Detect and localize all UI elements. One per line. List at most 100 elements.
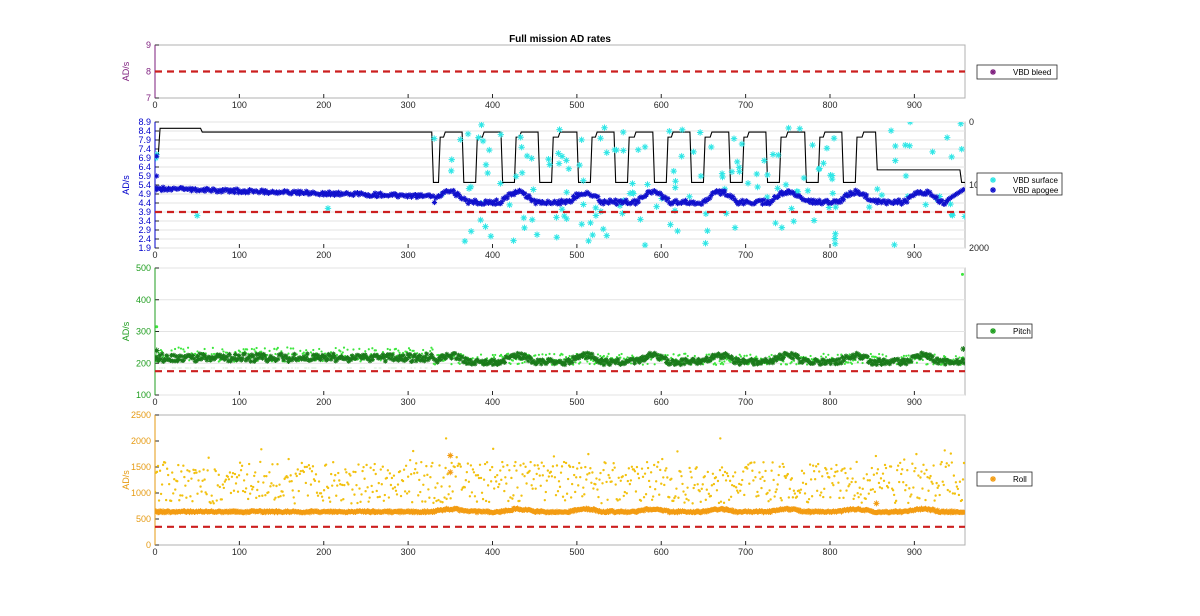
y-tick-label: 2.4 [138,234,151,244]
legend-label: VBD apogee [1013,186,1059,195]
legend-marker-icon [990,328,996,334]
legend-label: Roll [1013,475,1027,484]
x-tick-label: 500 [569,547,584,557]
x-tick-label: 200 [316,250,331,260]
x-tick-label: 700 [738,397,753,407]
right-axis-tick-label: 2000 [969,243,989,253]
y-tick-label: 1500 [131,462,151,472]
right-axis-tick-label: 0 [969,117,974,127]
x-tick-label: 500 [569,100,584,110]
x-tick-label: 100 [232,547,247,557]
figure-title: Full mission AD rates [509,34,611,45]
x-tick-label: 300 [401,100,416,110]
y-tick-label: 4.9 [138,189,151,199]
pitch-light-dots [158,367,433,370]
x-tick-label: 300 [401,250,416,260]
x-tick-label: 400 [485,100,500,110]
legend-marker-icon [990,476,996,482]
plots-group: 0 100 200 300 400 500 600 700 800 900 7 8 9 AD/s 0 100 2… [121,40,989,557]
x-tick-label: 200 [316,100,331,110]
x-tick-label: 600 [654,250,669,260]
legend-marker-icon [990,187,996,193]
x-tick-label: 600 [654,397,669,407]
x-tick-label: 0 [152,250,157,260]
legend-marker-icon [990,69,996,75]
y-axis-label: AD/s [121,61,131,81]
legend-label: VBD surface [1013,176,1058,185]
y-tick-label: 6.4 [138,162,151,172]
x-tick-label: 600 [654,547,669,557]
y-tick-label: 2000 [131,436,151,446]
legend-label: VBD bleed [1013,68,1051,77]
x-tick-label: 400 [485,250,500,260]
x-tick-label: 300 [401,397,416,407]
x-tick-label: 200 [316,397,331,407]
subplot-4: 0 100 200 300 400 500 600 700 800 900 0 500 1000 1500… [121,410,966,557]
y-tick-label: 2.9 [138,225,151,235]
x-tick-label: 400 [485,397,500,407]
vbd-apogee-series [155,153,965,207]
x-tick-label: 0 [152,547,157,557]
legend-box [976,64,1058,80]
x-tick-label: 700 [738,547,753,557]
y-tick-label: 9 [146,40,151,50]
subplot-1: 0 100 200 300 400 500 600 700 800 900 7 8 9 AD/s [121,40,966,110]
legend-box [976,471,1033,487]
y-tick-label: 7.9 [138,135,151,145]
x-tick-label: 500 [569,397,584,407]
subplot-3: 0 100 200 300 400 500 600 700 800 900100200300400… [121,263,966,407]
y-tick-label: 7.4 [138,144,151,154]
vbd-surface-series [155,122,965,248]
y-tick-label: 200 [136,358,151,368]
y-tick-label: 6.9 [138,153,151,163]
x-tick-label: 300 [401,547,416,557]
x-tick-label: 800 [822,100,837,110]
data-layer [155,122,965,248]
y-tick-label: 5.4 [138,180,151,190]
x-tick-label: 400 [485,547,500,557]
y-tick-label: 8 [146,67,151,77]
subplot-2: 0 100 200 300 400 500 600 700 800 900 1.92.42.93.4… [121,117,989,260]
y-tick-label: 1.9 [138,243,151,253]
y-tick-label: 0 [146,540,151,550]
y-tick-label: 500 [136,263,151,273]
data-layer [155,272,965,370]
x-tick-label: 200 [316,547,331,557]
legend-marker-icon [990,177,996,183]
x-tick-label: 100 [232,250,247,260]
y-tick-label: 7 [146,93,151,103]
data-layer [155,437,965,516]
y-tick-label: 1000 [131,488,151,498]
x-tick-label: 800 [822,397,837,407]
x-tick-label: 100 [232,100,247,110]
y-tick-label: 8.9 [138,117,151,127]
y-tick-label: 5.9 [138,171,151,181]
legend-4: Roll [976,471,1033,487]
y-tick-label: 400 [136,295,151,305]
y-tick-label: 300 [136,327,151,337]
legend-label: Pitch [1013,327,1031,336]
x-tick-label: 900 [907,250,922,260]
x-tick-label: 800 [822,250,837,260]
x-tick-label: 600 [654,100,669,110]
y-axis-label: AD/s [121,470,131,490]
legend-1: VBD bleed [976,64,1058,80]
x-tick-label: 900 [907,100,922,110]
legend-box [976,172,1063,196]
y-tick-label: 100 [136,390,151,400]
y-axis-label: AD/s [121,175,131,195]
x-tick-label: 700 [738,100,753,110]
y-axis-label: AD/s [121,321,131,341]
y-tick-label: 4.4 [138,198,151,208]
y-tick-label: 8.4 [138,126,151,136]
y-tick-label: 500 [136,514,151,524]
pitch-series [155,345,965,368]
x-tick-label: 900 [907,397,922,407]
x-tick-label: 900 [907,547,922,557]
legend-3: Pitch [976,323,1033,339]
plot-area [154,414,966,546]
